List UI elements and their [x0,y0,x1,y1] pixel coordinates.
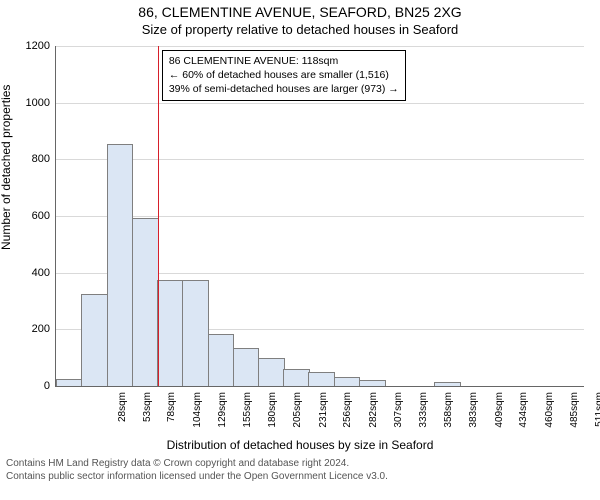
footer-line1: Contains HM Land Registry data © Crown c… [6,458,388,471]
histogram-bar [107,144,134,386]
x-tick-label: 129sqm [217,390,228,442]
reference-line [158,46,159,386]
annotation-line1: 86 CLEMENTINE AVENUE: 118sqm [169,54,399,68]
histogram-bar [208,334,235,386]
histogram-bar [283,369,310,386]
gridline [56,159,584,160]
x-tick-label: 485sqm [569,390,580,442]
x-tick-label: 205sqm [292,390,303,442]
histogram-bar [258,358,285,386]
gridline [56,216,584,217]
histogram-bar [359,380,386,386]
x-tick-label: 256sqm [342,390,353,442]
histogram-bar [132,218,159,386]
annotation-box: 86 CLEMENTINE AVENUE: 118sqm ← 60% of de… [162,50,406,101]
x-tick-label: 180sqm [267,390,278,442]
x-tick-label: 511sqm [594,390,600,442]
x-axis-label: Distribution of detached houses by size … [0,438,600,452]
y-tick-label: 200 [32,323,50,335]
chart-container: { "header": { "title": "86, CLEMENTINE A… [0,0,600,500]
y-tick-label: 600 [32,210,50,222]
x-tick-label: 282sqm [368,390,379,442]
gridline [56,103,584,104]
annotation-line3: 39% of semi-detached houses are larger (… [169,82,399,96]
histogram-bar [308,372,335,386]
x-tick-label: 358sqm [443,390,454,442]
footer-line2: Contains public sector information licen… [6,471,388,484]
y-tick-label: 1000 [26,97,50,109]
y-tick-label: 800 [32,153,50,165]
x-tick-label: 409sqm [494,390,505,442]
histogram-bar [81,294,108,386]
page-subtitle: Size of property relative to detached ho… [0,22,600,37]
histogram-bar [233,348,260,386]
x-tick-label: 104sqm [192,390,203,442]
x-tick-label: 28sqm [117,390,128,442]
histogram-bar [434,382,461,386]
y-axis-label: Number of detached properties [0,85,13,250]
histogram-bar [157,280,184,386]
x-tick-label: 53sqm [142,390,153,442]
gridline [56,46,584,47]
histogram-bar [56,379,83,386]
x-tick-label: 231sqm [318,390,329,442]
x-tick-label: 460sqm [544,390,555,442]
histogram-bar [182,280,209,386]
annotation-line2: ← 60% of detached houses are smaller (1,… [169,68,399,82]
y-tick-label: 400 [32,267,50,279]
y-tick-label: 1200 [26,40,50,52]
x-tick-label: 78sqm [166,390,177,442]
footer-text: Contains HM Land Registry data © Crown c… [6,458,388,483]
x-tick-label: 333sqm [418,390,429,442]
y-tick-label: 0 [44,380,50,392]
x-tick-label: 307sqm [393,390,404,442]
plot-area: 020040060080010001200 86 CLEMENTINE AVEN… [55,46,584,387]
histogram-bar [334,377,361,386]
page-title: 86, CLEMENTINE AVENUE, SEAFORD, BN25 2XG [0,4,600,20]
x-tick-label: 155sqm [242,390,253,442]
x-tick-label: 434sqm [518,390,529,442]
x-tick-label: 383sqm [468,390,479,442]
